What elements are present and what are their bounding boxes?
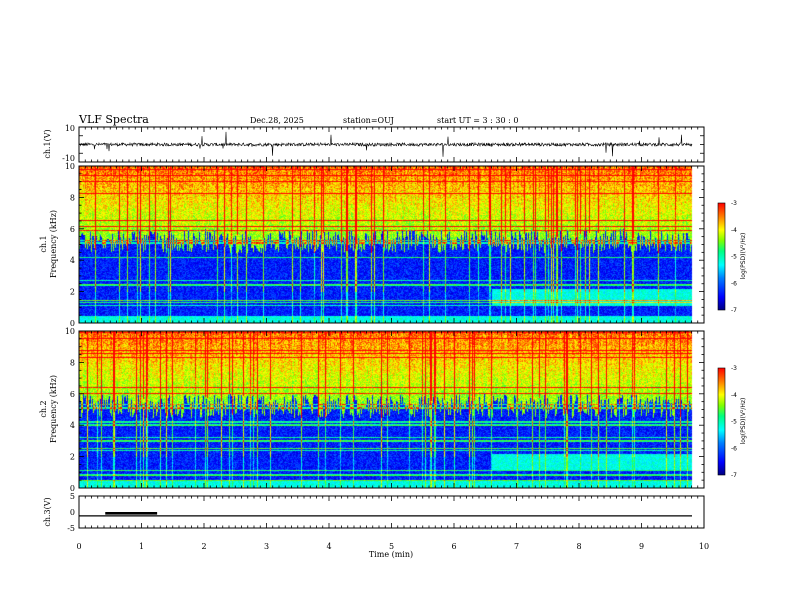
ch3-voltage-yticks: 5 0 -5	[67, 492, 75, 533]
x-tick-label: 0	[76, 542, 81, 551]
y-tick-label: 8	[70, 358, 75, 367]
ch1-ytick-top: 10	[65, 124, 75, 133]
colorbar-tick-label: -5	[731, 419, 737, 426]
colorbar-tick-label: -7	[731, 307, 737, 314]
y-tick-label: 8	[70, 193, 75, 202]
y-tick-label: 4	[70, 421, 75, 430]
colorbar-tick-label: -6	[731, 280, 737, 287]
x-tick-label: 6	[451, 542, 456, 551]
ch3-voltage-panel: 5 0 -5 ch.3(V)	[43, 492, 705, 533]
ch1-waveform-ticks	[79, 126, 704, 163]
colorbar-tick-label: -4	[731, 392, 737, 399]
start-time-label: start UT = 3 : 30 : 0	[437, 116, 518, 125]
x-tick-label: 1	[139, 542, 144, 551]
ch1-colorbar-ticks: -3 -4 -5 -6 -7	[731, 200, 737, 314]
ch1-waveform-ylabel: ch.1(V)	[43, 129, 52, 158]
x-tick-label: 4	[326, 542, 331, 551]
ch2-spectrogram-ylabel-channel: ch.2	[39, 400, 48, 417]
ch2-spectrogram-image	[79, 331, 704, 488]
y-tick-label: 6	[70, 225, 75, 234]
y-tick-label: -5	[67, 524, 75, 533]
ch2-colorbar-ticks: -3 -4 -5 -6 -7	[731, 365, 737, 479]
ch1-waveform-line	[78, 131, 693, 157]
x-tick-label: 5	[389, 542, 394, 551]
ch1-spectrogram-ylabel-channel: ch.1	[39, 235, 48, 252]
y-tick-label: 2	[70, 288, 75, 297]
ch1-spectrogram-ylabel: Frequency (kHz)	[49, 210, 58, 278]
y-tick-label: 6	[70, 390, 75, 399]
time-axis: 0 1 2 3 4 5 6 7 8 9 10	[76, 127, 709, 551]
ch2-spectrogram-ylabel: Frequency (kHz)	[49, 375, 58, 443]
y-tick-label: 0	[70, 484, 75, 493]
y-tick-label: 2	[70, 453, 75, 462]
y-tick-label: 4	[70, 256, 75, 265]
y-tick-label: 5	[70, 492, 75, 501]
y-tick-label: 10	[65, 162, 75, 171]
ch1-colorbar-label: log(PSD)(V²/Hz)	[740, 233, 747, 280]
y-tick-label: 0	[70, 508, 75, 517]
y-tick-label: 0	[70, 319, 75, 328]
colorbar-tick-label: -6	[731, 445, 737, 452]
x-tick-label: 3	[264, 542, 269, 551]
ch1-spectrogram-yticks: 0 2 4 6 8 10	[65, 162, 704, 328]
y-tick-label: 10	[65, 327, 75, 336]
colorbar-tick-label: -3	[731, 200, 737, 207]
ch3-voltage-ylabel: ch.3(V)	[43, 497, 52, 526]
x-tick-label: 7	[514, 542, 519, 551]
ch1-waveform-panel: 10 -10 ch.1(V)	[43, 124, 705, 163]
x-tick-label: 2	[201, 542, 206, 551]
ch2-spectrogram-yticks: 0 2 4 6 8 10	[65, 327, 704, 493]
time-axis-label: Time (min)	[369, 550, 413, 559]
ch1-spectrogram-image	[79, 166, 704, 323]
x-tick-label: 9	[639, 542, 644, 551]
ch1-ytick-bottom: -10	[62, 154, 75, 163]
figure-title: VLF Spectra	[78, 113, 149, 126]
colorbar-tick-label: -3	[731, 365, 737, 372]
ch2-colorbar-label: log(PSD)(V²/Hz)	[740, 398, 747, 445]
ch2-colorbar	[717, 367, 726, 476]
colorbar-tick-label: -7	[731, 472, 737, 479]
ch1-colorbar	[717, 202, 726, 311]
x-tick-label: 10	[699, 542, 709, 551]
colorbar-tick-label: -5	[731, 254, 737, 261]
ch1-waveform-trace	[78, 131, 693, 157]
colorbar-tick-label: -4	[731, 227, 737, 234]
station-label: station=OUJ	[343, 116, 394, 125]
x-tick-label: 8	[576, 542, 581, 551]
date-label: Dec.28, 2025	[250, 116, 304, 125]
